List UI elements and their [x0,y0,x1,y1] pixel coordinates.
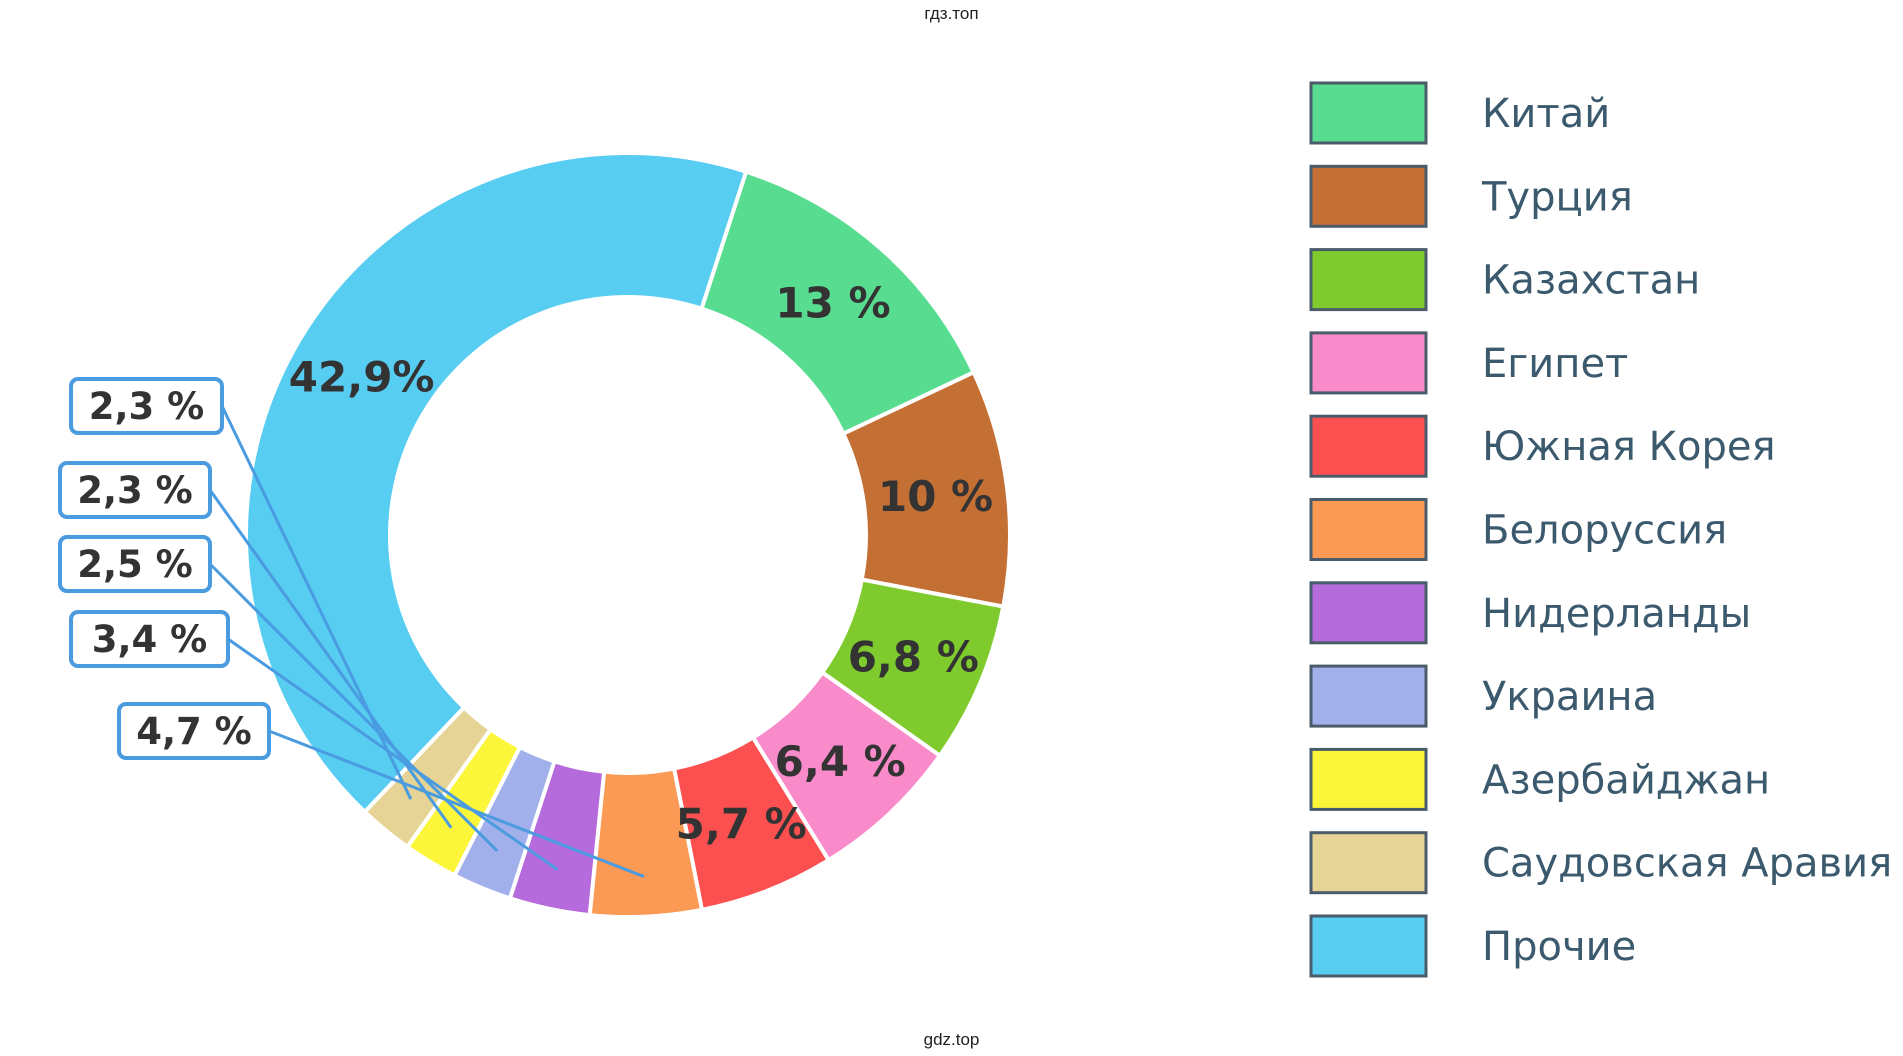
legend-swatch-7 [1309,581,1428,645]
legend-label-5: Южная Корея [1482,424,1776,470]
legend-swatch-6 [1309,498,1428,561]
callout-leader-6 [268,729,645,879]
chart-legend: Китай Турция Казахстан Египет Южная Корея Бел… [1309,81,1892,978]
callout-label-6: 4,7 % [136,710,252,753]
callout-label-9: 2,3 % [77,469,193,512]
watermark-bottom: gdz.top [923,1030,980,1049]
legend-swatch-3 [1309,248,1428,312]
legend-label-1: Китай [1482,91,1610,137]
legend-swatch-5 [1309,414,1428,478]
slice-label-1: 13 % [775,278,890,327]
slice-label-5: 5,7 % [676,800,807,849]
legend-swatch-11 [1309,914,1428,978]
callout-leader-7 [227,637,559,871]
callout-box-7 [69,610,230,668]
callout-box-9 [58,461,212,519]
slice-labels: 13 % 10 % 6,8 % 6,4 % 5,7 % 42,9% [289,278,993,848]
callout-leader-9 [208,489,453,829]
slice-label-3: 6,8 % [848,632,979,681]
legend-label-8: Украина [1482,674,1657,720]
callout-label-7: 3,4 % [92,618,208,661]
legend-swatch-10 [1309,831,1428,895]
legend-label-11: Прочие [1482,924,1636,970]
callout-box-6 [117,702,271,760]
legend-label-7: Нидерланды [1482,591,1751,637]
slice-label-2: 10 % [878,472,993,521]
watermark-top: гдз.топ [924,4,979,23]
callout-labels: 4,7 % 3,4 % 2,5 % 2,3 % 2,3 % [58,377,645,879]
slice-label-11: 42,9% [289,352,435,401]
callout-box-8 [58,535,212,593]
callout-leader-8 [208,562,499,853]
legend-label-6: Белоруссия [1482,508,1727,554]
legend-label-3: Казахстан [1482,258,1700,304]
callout-label-10: 2,3 % [89,385,205,428]
legend-label-2: Турция [1481,174,1633,220]
donut-slice-11 [244,151,749,815]
legend-swatch-1 [1309,81,1428,145]
callout-label-8: 2,5 % [77,543,193,586]
donut-slices [244,151,1012,919]
callout-leader-10 [220,405,413,800]
legend-swatch-9 [1309,747,1428,811]
callout-box-10 [69,377,224,435]
legend-swatch-8 [1309,664,1428,728]
legend-label-4: Египет [1482,341,1628,387]
legend-label-9: Азербайджан [1482,757,1770,803]
legend-swatch-4 [1309,331,1428,395]
legend-swatch-2 [1309,164,1428,228]
legend-label-10: Саудовская Аравия [1482,841,1892,887]
slice-label-4: 6,4 % [775,737,906,786]
